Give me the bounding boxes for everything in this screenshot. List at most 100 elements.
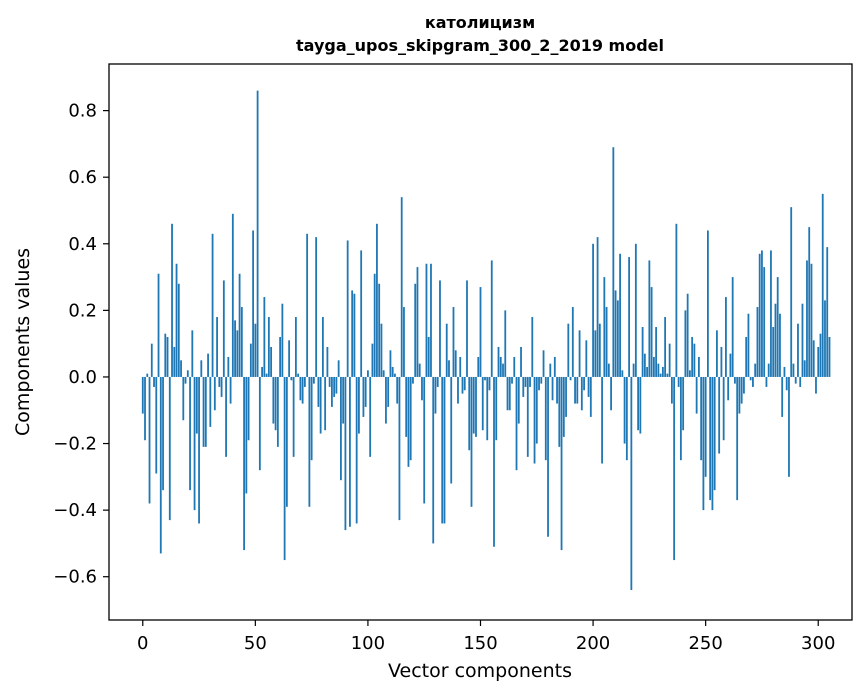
bar — [220, 376, 223, 397]
bar — [256, 90, 259, 377]
bar — [576, 376, 579, 404]
bar — [734, 376, 736, 384]
bar — [310, 376, 313, 461]
bar — [407, 376, 410, 467]
bar — [535, 376, 538, 444]
chart-subtitle: tayga_upos_skipgram_300_2_2019 model — [296, 36, 664, 55]
bar — [274, 376, 277, 431]
bar — [571, 307, 574, 377]
bar — [652, 356, 655, 377]
bar — [452, 307, 455, 377]
x-tick-label: 50 — [244, 633, 267, 654]
bar — [684, 310, 687, 377]
bar — [360, 250, 363, 377]
bar — [628, 257, 630, 377]
bar — [276, 376, 279, 447]
bar — [761, 250, 763, 377]
bar — [540, 376, 543, 384]
bar — [173, 346, 176, 377]
x-tick-label: 300 — [801, 633, 835, 654]
bar — [828, 337, 831, 377]
bar — [562, 376, 565, 437]
bar — [445, 323, 448, 377]
bar — [358, 376, 360, 434]
bar — [794, 376, 797, 384]
bar — [641, 327, 644, 377]
y-tick-label: 0.8 — [68, 101, 97, 122]
bar — [565, 376, 567, 417]
bar — [587, 376, 590, 397]
bar — [612, 147, 615, 377]
bar — [513, 356, 516, 377]
bar — [553, 356, 556, 377]
bar — [664, 317, 667, 377]
bar — [211, 233, 214, 377]
bar — [150, 343, 153, 377]
bar — [702, 376, 705, 511]
bar — [634, 243, 637, 377]
bar — [531, 317, 534, 377]
bar — [499, 356, 502, 377]
bar — [815, 376, 817, 394]
bar — [247, 376, 250, 441]
bar — [340, 376, 342, 481]
bar — [661, 366, 664, 377]
bar — [141, 376, 144, 414]
bar — [472, 376, 475, 434]
bar — [630, 376, 633, 591]
bar — [670, 376, 673, 404]
bar — [409, 376, 412, 461]
bar — [803, 360, 806, 377]
bar — [254, 323, 257, 377]
bar — [792, 363, 795, 377]
bar — [189, 376, 191, 491]
bar — [646, 366, 649, 377]
bar — [740, 376, 743, 404]
bar — [236, 330, 239, 377]
bar — [556, 376, 558, 404]
bar — [202, 376, 205, 447]
bar — [321, 317, 324, 377]
bar — [454, 350, 457, 377]
bar — [542, 350, 545, 377]
bar — [380, 323, 383, 377]
bar — [785, 376, 788, 391]
bar — [747, 313, 750, 377]
bar — [171, 223, 173, 377]
bar — [463, 376, 466, 391]
bar — [367, 370, 369, 377]
bar — [544, 376, 547, 461]
bar — [475, 376, 477, 437]
bar — [222, 280, 225, 377]
bar — [707, 230, 709, 377]
bar — [821, 193, 824, 377]
bar — [308, 376, 311, 507]
bar — [756, 307, 759, 377]
bar — [153, 376, 155, 387]
bar — [745, 337, 748, 377]
bar — [218, 376, 221, 387]
bar — [448, 360, 450, 377]
bar — [781, 376, 784, 417]
bar — [799, 376, 802, 387]
bar — [385, 376, 387, 424]
bar — [698, 356, 700, 377]
bar — [297, 373, 300, 377]
bar — [763, 267, 766, 377]
bar — [213, 376, 216, 411]
bar — [754, 363, 757, 377]
bar — [281, 303, 284, 377]
bar — [319, 376, 322, 434]
bar — [159, 376, 162, 554]
bar — [720, 346, 723, 377]
bar — [299, 376, 302, 401]
bar — [819, 333, 822, 377]
bar — [231, 213, 234, 377]
bar — [623, 376, 626, 444]
bar — [682, 376, 685, 431]
bar — [227, 356, 230, 377]
bar — [693, 343, 696, 377]
bar — [695, 376, 698, 414]
bar — [725, 297, 727, 377]
bar — [502, 363, 504, 377]
